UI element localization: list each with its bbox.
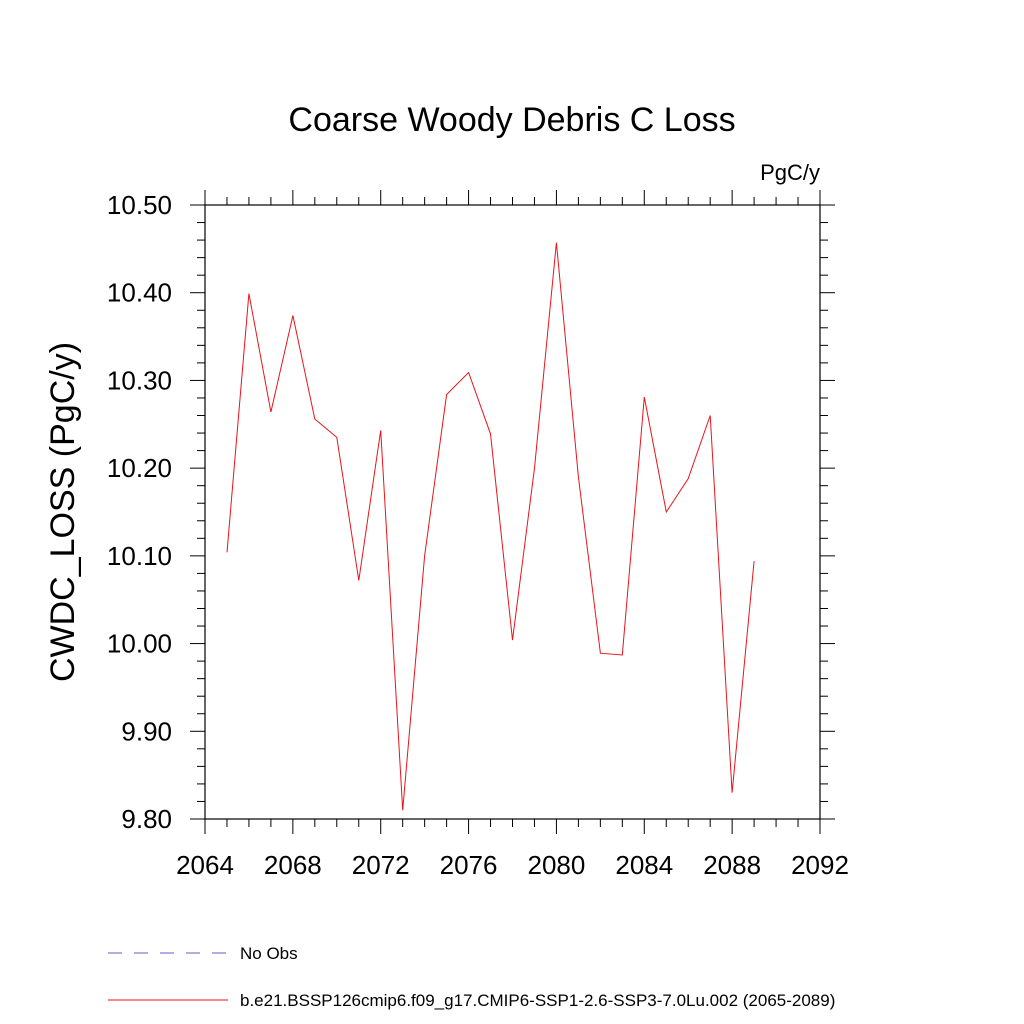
chart-title: Coarse Woody Debris C Loss (288, 101, 735, 139)
y-tick-label: 10.30 (107, 365, 172, 395)
plot-frame (204, 204, 821, 820)
x-tick-label: 2076 (440, 850, 498, 880)
x-tick-label: 2092 (791, 850, 849, 880)
tick-labels: 2064 2068 2072 2076 2080 2084 2088 2092 9.80 9.90… (107, 190, 849, 880)
data-points (225, 241, 755, 812)
axis-ticks (190, 190, 835, 834)
legend: No Obs b.e21.BSSP126cmip6.f09_g17.CMIP6-… (108, 944, 835, 1010)
units-label: PgC/y (760, 160, 820, 185)
y-tick-label: 10.40 (107, 278, 172, 308)
series-line (226, 242, 755, 811)
y-tick-label: 10.10 (107, 541, 172, 571)
legend-label-model: b.e21.BSSP126cmip6.f09_g17.CMIP6-SSP1-2.… (240, 991, 835, 1010)
x-tick-label: 2080 (528, 850, 586, 880)
y-tick-label: 10.50 (107, 190, 172, 220)
y-tick-label: 10.20 (107, 453, 172, 483)
x-tick-label: 2064 (176, 850, 234, 880)
x-tick-label: 2084 (615, 850, 673, 880)
x-tick-label: 2072 (352, 850, 410, 880)
y-axis-label: CWDC_LOSS (PgC/y) (44, 342, 82, 682)
x-tick-label: 2088 (703, 850, 761, 880)
y-tick-label: 9.90 (121, 716, 172, 746)
x-tick-label: 2068 (264, 850, 322, 880)
y-tick-label: 10.00 (107, 629, 172, 659)
y-tick-label: 9.80 (121, 804, 172, 834)
legend-label-no-obs: No Obs (240, 944, 298, 963)
